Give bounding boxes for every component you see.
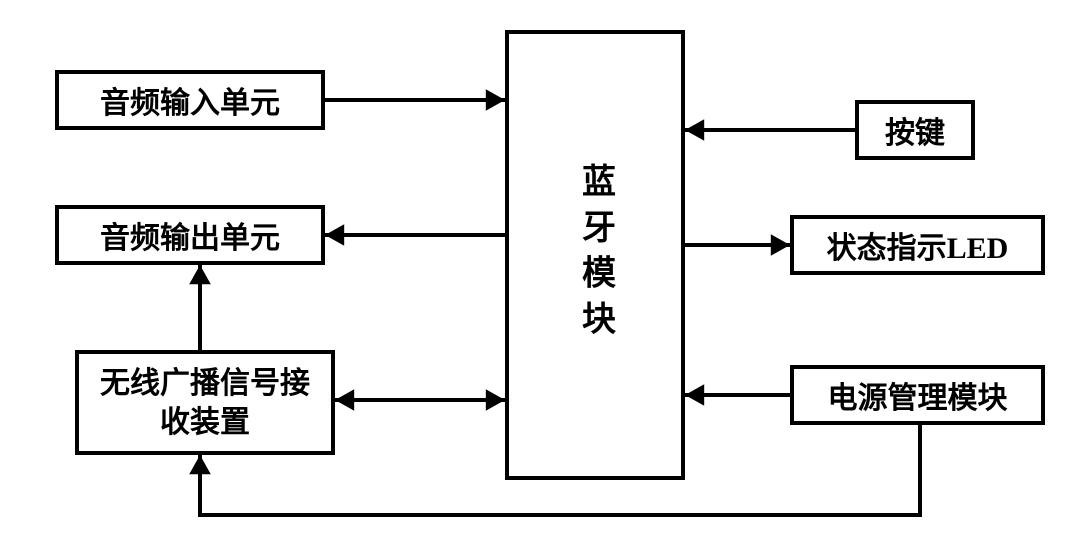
node-power-mgmt: 电源管理模块 (790, 365, 1045, 425)
node-center-label: 蓝牙模块 (571, 163, 620, 347)
node-power-mgmt-label: 电源管理模块 (828, 373, 1008, 417)
node-button: 按键 (855, 100, 975, 160)
node-audio-in-label: 音频输入单元 (100, 78, 280, 122)
node-radio-rx-label: 无线广播信号接收装置 (89, 364, 321, 442)
diagram-canvas: 蓝牙模块 音频输入单元 音频输出单元 无线广播信号接收装置 按键 状态指示LED… (0, 0, 1080, 555)
node-audio-out-label: 音频输出单元 (100, 213, 280, 257)
node-radio-rx: 无线广播信号接收装置 (75, 350, 335, 455)
node-audio-in: 音频输入单元 (55, 70, 325, 130)
node-center: 蓝牙模块 (505, 30, 685, 480)
node-audio-out: 音频输出单元 (55, 205, 325, 265)
node-button-label: 按键 (885, 108, 945, 152)
node-status-led: 状态指示LED (790, 215, 1045, 275)
node-status-led-label: 状态指示LED (827, 223, 1009, 267)
